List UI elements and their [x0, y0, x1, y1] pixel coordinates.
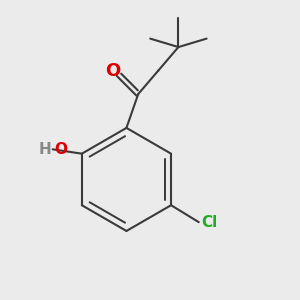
Text: O: O: [54, 142, 67, 157]
Text: Cl: Cl: [202, 214, 218, 230]
Text: H: H: [38, 142, 51, 157]
Text: O: O: [106, 62, 121, 80]
